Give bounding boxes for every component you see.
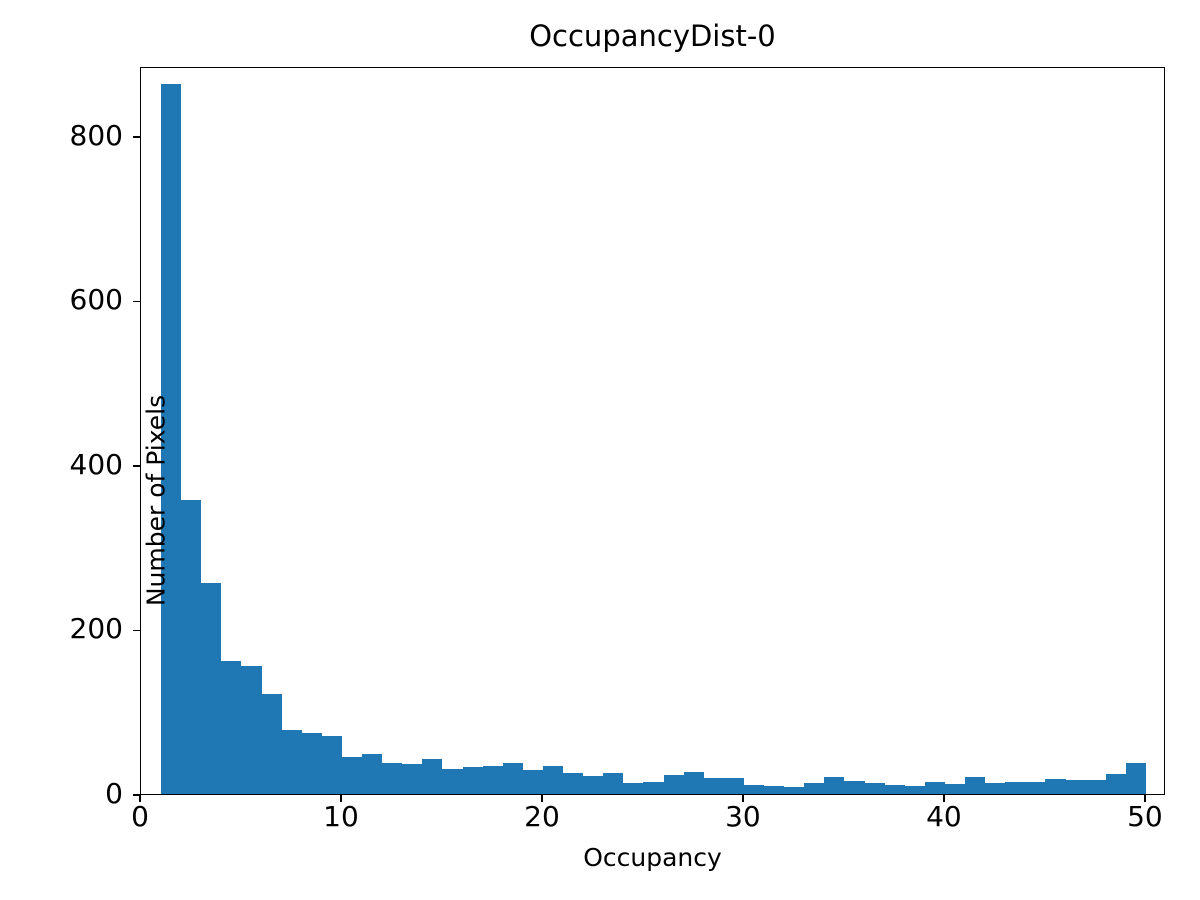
histogram-bar <box>824 776 845 794</box>
histogram-bar <box>402 763 423 794</box>
histogram-bar <box>1085 780 1106 794</box>
plot-axes: Number of Pixels <box>140 67 1165 795</box>
histogram-bar <box>563 772 584 794</box>
x-tick-mark <box>340 795 342 802</box>
histogram-bar <box>281 729 302 794</box>
histogram-bar <box>864 783 885 794</box>
histogram-bar <box>301 733 322 794</box>
plot-area <box>141 68 1164 794</box>
histogram-bar <box>965 776 986 794</box>
histogram-bar <box>462 766 483 794</box>
histogram-bar <box>221 660 242 794</box>
y-tick-mark <box>133 794 140 796</box>
histogram-bar <box>382 762 403 794</box>
y-tick-label: 800 <box>69 118 123 152</box>
histogram-bar <box>884 784 905 794</box>
x-tick-mark <box>541 795 543 802</box>
x-tick-label: 10 <box>323 800 359 833</box>
histogram-bar <box>522 770 543 794</box>
x-tick-label: 20 <box>524 800 560 833</box>
x-tick-mark <box>1144 795 1146 802</box>
histogram-bar <box>362 753 383 794</box>
histogram-bar <box>181 499 202 794</box>
histogram-bar <box>482 766 503 794</box>
histogram-bar <box>422 759 443 794</box>
chart-title: OccupancyDist-0 <box>529 19 776 53</box>
x-tick-label: 40 <box>926 800 962 833</box>
histogram-bar <box>502 762 523 794</box>
histogram-bar <box>723 778 744 794</box>
x-tick-label: 30 <box>725 800 761 833</box>
histogram-bar <box>623 783 644 794</box>
histogram-bar <box>1105 774 1126 794</box>
histogram-bar <box>241 665 262 794</box>
x-tick-mark <box>139 795 141 802</box>
histogram-bar <box>743 784 765 794</box>
histogram-bar <box>261 694 282 794</box>
histogram-bar <box>683 771 704 794</box>
histogram-bar <box>924 781 945 794</box>
histogram-bar <box>1025 781 1046 794</box>
y-tick-label: 400 <box>69 447 123 481</box>
y-axis-label: Number of Pixels <box>141 394 171 607</box>
x-tick-label: 50 <box>1127 800 1163 833</box>
histogram-bar <box>201 582 222 794</box>
histogram-bar <box>844 780 865 794</box>
x-axis-label: Occupancy <box>583 843 722 872</box>
x-tick-mark <box>943 795 945 802</box>
histogram-bar <box>583 775 604 794</box>
y-tick-label: 0 <box>105 777 123 810</box>
histogram-bar <box>643 781 664 794</box>
x-tick-mark <box>742 795 744 802</box>
y-tick-mark <box>133 136 140 138</box>
histogram-bar <box>161 84 182 794</box>
histogram-bar <box>804 783 825 794</box>
y-tick-mark <box>133 629 140 632</box>
histogram-bar <box>321 736 342 794</box>
histogram-bar <box>944 784 965 794</box>
histogram-bar <box>1005 781 1026 794</box>
histogram-bar <box>603 773 624 794</box>
histogram-bar <box>663 775 684 794</box>
x-tick-label: 0 <box>131 800 149 833</box>
histogram-bar <box>542 766 564 794</box>
y-tick-label: 600 <box>69 283 123 317</box>
histogram-bar <box>1125 762 1146 794</box>
histogram-bar <box>784 786 805 794</box>
y-tick-mark <box>133 300 140 303</box>
histogram-bar <box>985 783 1006 794</box>
histogram-bar <box>341 756 363 794</box>
y-tick-label: 200 <box>69 612 123 646</box>
histogram-bar <box>764 785 785 794</box>
histogram-bar <box>1045 779 1066 794</box>
histogram-bar <box>442 769 463 794</box>
histogram-bar <box>703 777 724 794</box>
histogram-bar <box>904 785 925 794</box>
y-tick-mark <box>133 465 140 467</box>
histogram-bar <box>1065 780 1086 794</box>
